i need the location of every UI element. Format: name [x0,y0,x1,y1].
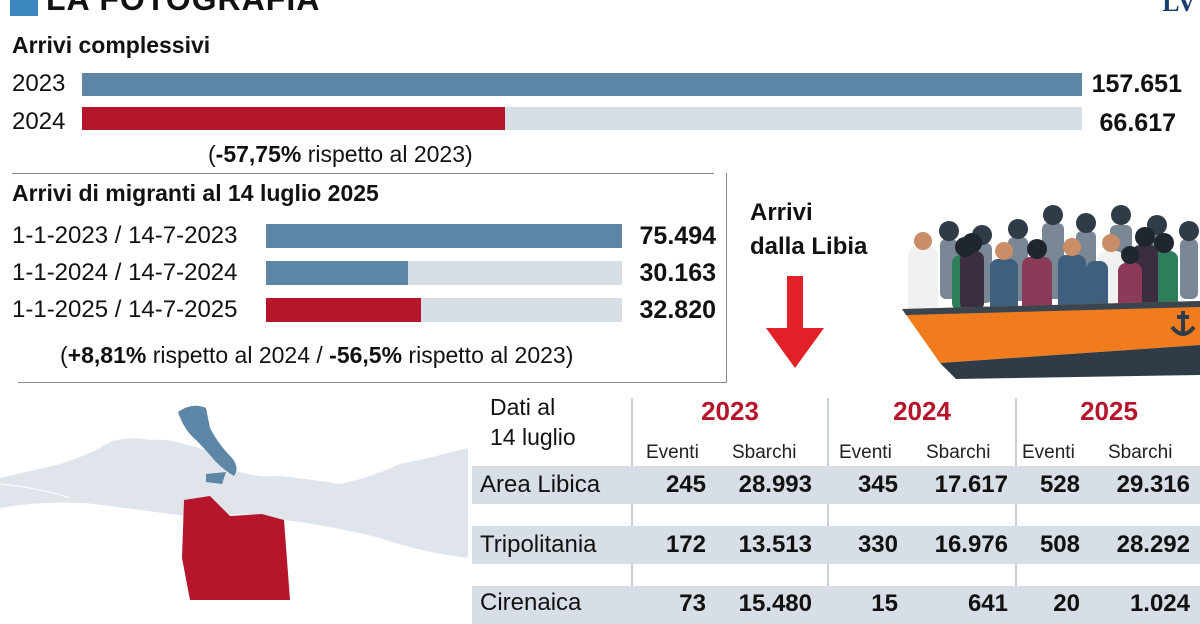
table-cell: 13.513 [738,531,812,558]
chart1-title: Arrivi complessivi [12,32,211,58]
chart1-note: (-57,75% rispetto al 2023) [208,141,473,167]
chart1-bar-track-2023 [82,73,1082,96]
table-cell: 1.024 [1129,590,1190,617]
subheader-sbarchi-2023: Sbarchi [732,442,797,463]
chart2-bar-track-2024 [266,261,622,285]
table-cell: 15.480 [738,590,812,617]
libya-callout: Arrivi dalla Libia [750,196,867,264]
chart1-bar-2024 [82,107,505,130]
libya-shape [182,496,290,600]
boat-keel-icon [940,345,1200,379]
table-cell: 641 [967,590,1008,617]
chart1-label-2024: 2024 [12,108,66,135]
subheader-eventi-2023: Eventi [646,442,699,463]
anchor-icon [1170,311,1196,336]
table-year-2023: 2023 [701,396,759,426]
chart2-bar-track-2023 [266,224,622,248]
subheader-eventi-2025: Eventi [1022,442,1075,463]
chart1-value-2024: 66.617 [1099,109,1176,137]
table-cell: 29.316 [1116,471,1190,498]
table-cell: 528 [1039,471,1080,498]
chart2-label-2023: 1-1-2023 / 14-7-2023 [12,222,238,249]
chart2-label-2025: 1-1-2025 / 14-7-2025 [12,296,238,323]
section2-right-border [726,173,727,383]
table-cell: 73 [679,590,706,617]
table-row-label: Area Libica [480,471,601,498]
table-cell: 172 [665,531,706,558]
header-accent-square [10,0,38,16]
chart2-value-2023: 75.494 [639,222,716,250]
libya-callout-line1: Arrivi [750,199,813,226]
chart2-bar-2024 [266,261,409,285]
chart2-title: Arrivi di migranti al 14 luglio 2025 [12,180,379,206]
table-cell: 20 [1053,590,1080,617]
section2-bottom-border [18,382,727,383]
migrant-boat-illustration [902,205,1200,379]
table-cell: 16.976 [934,531,1008,558]
chart2-bar-2025 [266,298,421,322]
sicily-shape [206,472,226,484]
table-cell: 15 [871,590,898,617]
chart2-value-2024: 30.163 [639,259,716,287]
italy-shape [178,405,237,476]
mediterranean-map [0,388,468,600]
chart1-bar-2023 [82,73,1082,96]
table-cell: 17.617 [934,471,1008,498]
migrants-group-icon [908,205,1199,313]
table-cell: 330 [857,531,898,558]
subheader-sbarchi-2024: Sbarchi [926,442,991,463]
page-title: LA FOTOGRAFIA [46,0,320,15]
table-cell: 508 [1039,531,1080,558]
table-title-line1: Dati al [490,394,556,420]
table-cell: 245 [665,471,706,498]
publisher-logo: LV [1162,0,1196,17]
chart1-label-2023: 2023 [12,70,66,97]
table-year-2025: 2025 [1080,396,1138,426]
chart2-bar-track-2025 [266,298,622,322]
libya-callout-line2: dalla Libia [750,233,868,260]
chart2-bar-2023 [266,224,622,248]
boat-hull-icon [902,301,1200,363]
table-row-stripe [472,466,1200,504]
table-cell: 345 [857,471,898,498]
table-row-label: Tripolitania [480,531,597,558]
subheader-eventi-2024: Eventi [839,442,892,463]
table-title: Dati al 14 luglio [490,392,576,452]
map-panel [0,388,468,600]
chart1-bar-track-2024 [82,107,1082,130]
chart2-label-2024: 1-1-2024 / 14-7-2024 [12,259,238,286]
table-title-line2: 14 luglio [490,424,576,450]
chart2-value-2025: 32.820 [639,296,716,324]
table-row-stripe [472,526,1200,564]
table-year-2024: 2024 [893,396,951,426]
europe-land [0,388,468,484]
table-cell: 28.993 [738,471,812,498]
chart1-value-2023: 157.651 [1091,70,1182,98]
chart2-note: (+8,81% rispetto al 2024 / -56,5% rispet… [60,342,574,368]
section1-divider [12,173,714,174]
table-row-label: Cirenaica [480,589,582,616]
subheader-sbarchi-2025: Sbarchi [1108,442,1173,463]
down-arrow-icon [766,276,824,368]
table-cell: 28.292 [1116,531,1190,558]
